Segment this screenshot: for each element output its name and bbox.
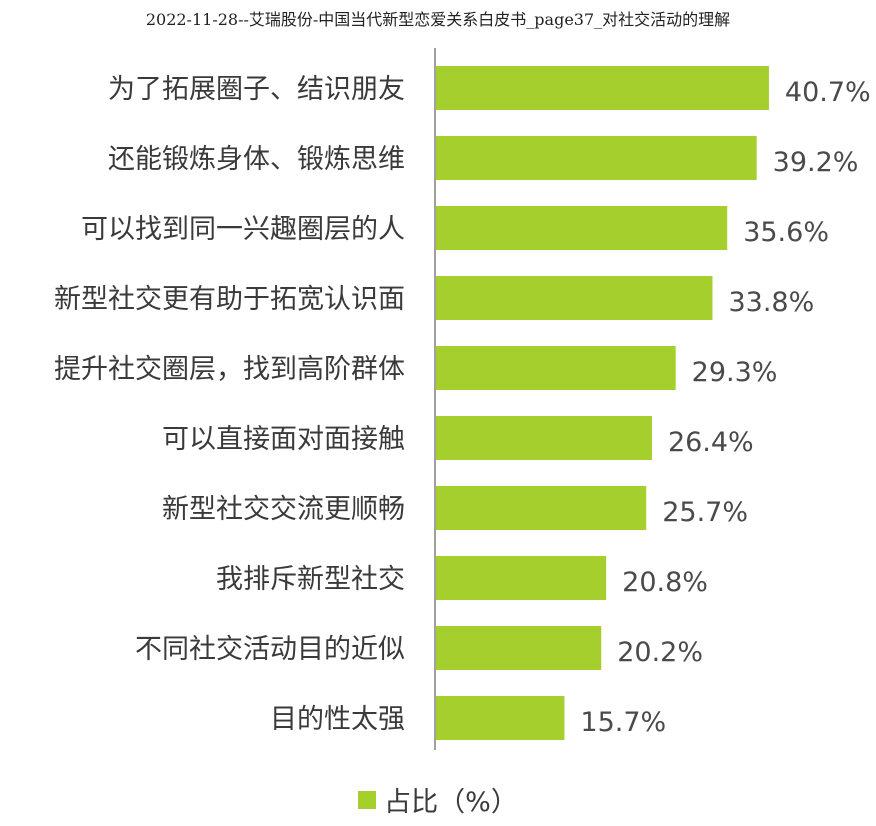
value-label: 26.4% — [668, 427, 754, 458]
category-label: 可以找到同一兴趣圈层的人 — [81, 214, 405, 245]
category-label: 不同社交活动目的近似 — [135, 634, 405, 665]
category-label: 还能锻炼身体、锻炼思维 — [108, 144, 405, 175]
bar-10 — [436, 696, 565, 740]
value-label: 20.8% — [622, 567, 708, 598]
value-label: 25.7% — [662, 497, 748, 528]
value-label: 40.7% — [785, 77, 871, 108]
bar-9 — [436, 626, 602, 670]
bar-3 — [436, 206, 728, 250]
category-label: 目的性太强 — [270, 704, 405, 735]
value-label: 29.3% — [692, 357, 778, 388]
bar-5 — [436, 346, 676, 390]
value-label: 33.8% — [728, 287, 814, 318]
page-title: 2022-11-28--艾瑞股份-中国当代新型恋爱关系白皮书_page37_对社… — [145, 10, 731, 29]
bars-group: 为了拓展圈子、结识朋友 40.7% 还能锻炼身体、锻炼思维 39.2% 可以找到同一兴趣… — [54, 66, 871, 740]
bar-chart: 为了拓展圈子、结识朋友 40.7% 还能锻炼身体、锻炼思维 39.2% 可以找到同一兴趣… — [54, 48, 871, 750]
bar-6 — [436, 416, 652, 460]
bar-2 — [436, 136, 757, 180]
legend: 占比（%） — [0, 780, 876, 819]
category-label: 提升社交圈层，找到高阶群体 — [54, 354, 405, 385]
bar-1 — [436, 66, 769, 110]
value-label: 20.2% — [617, 637, 703, 668]
legend-swatch — [358, 790, 377, 809]
bar-8 — [436, 556, 607, 600]
value-label: 15.7% — [580, 707, 666, 738]
value-label: 35.6% — [743, 217, 829, 248]
bar-7 — [436, 486, 647, 530]
bar-4 — [436, 276, 713, 320]
value-label: 39.2% — [773, 147, 859, 178]
legend-label: 占比（%） — [384, 787, 518, 818]
category-label: 新型社交更有助于拓宽认识面 — [54, 284, 405, 315]
category-label: 我排斥新型社交 — [216, 564, 405, 595]
category-label: 可以直接面对面接触 — [162, 424, 405, 455]
category-label: 为了拓展圈子、结识朋友 — [108, 74, 405, 105]
category-label: 新型社交交流更顺畅 — [162, 494, 405, 525]
